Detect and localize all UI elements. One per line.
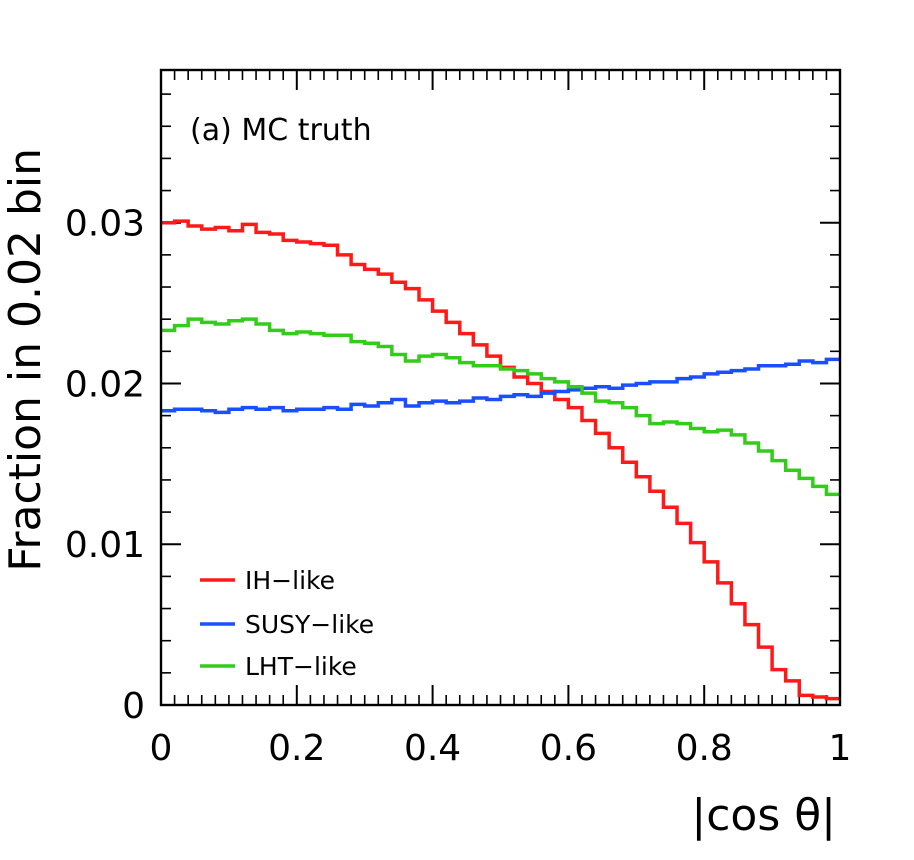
series-line-susy-like (161, 357, 840, 415)
x-tick-label: 0.8 (676, 728, 733, 769)
plot-frame (159, 68, 842, 707)
y-axis-title: Fraction in 0.02 bin (0, 148, 51, 572)
x-tick-label: 0.4 (404, 728, 461, 769)
series-line-lht-like (161, 317, 840, 497)
x-axis-title: |cos θ| (691, 790, 836, 841)
series-line-ih-like (161, 219, 840, 701)
ticks-layer (160, 70, 841, 706)
x-tick-label: 1 (829, 728, 852, 769)
x-tick-label: 0 (150, 728, 173, 769)
series-layer (161, 219, 840, 701)
legend-label-susy: SUSY−like (245, 610, 374, 639)
chart-annotation: (a) MC truth (190, 113, 372, 148)
legend-label-lht: LHT−like (245, 652, 357, 681)
x-tick-label: 0.2 (268, 728, 325, 769)
x-tick-label: 0.6 (540, 728, 597, 769)
legend-label-ih: IH−like (245, 566, 335, 595)
y-tick-label: 0.03 (65, 204, 145, 245)
y-tick-label: 0.02 (65, 364, 145, 405)
legend: IH−like SUSY−like LHT−like (200, 566, 374, 681)
y-tick-label: 0.01 (65, 525, 145, 566)
labels-layer: 0 0.2 0.4 0.6 0.8 1 0 0.01 0.02 0.03 (65, 204, 852, 769)
y-tick-label: 0 (122, 686, 145, 727)
